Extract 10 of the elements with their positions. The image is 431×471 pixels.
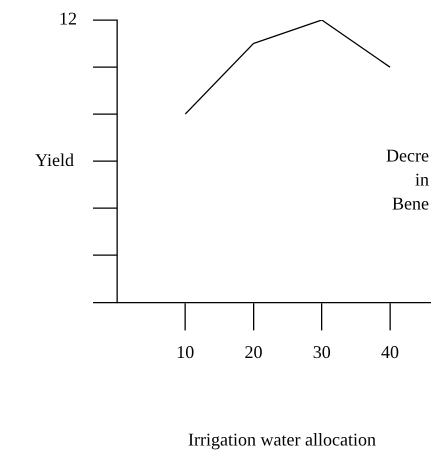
annotation: Bene xyxy=(392,194,430,214)
x-tick-label: 30 xyxy=(312,342,331,362)
x-axis-title: Irrigation water allocation xyxy=(188,430,376,450)
y-axis-title: Yield xyxy=(35,150,74,170)
text: 12 xyxy=(59,8,77,29)
x-tick-label: 40 xyxy=(381,342,400,362)
x-tick-label: 10 xyxy=(176,342,194,362)
x-tick-label: 20 xyxy=(244,342,263,362)
annotation: in xyxy=(414,170,429,190)
annotation: Decre xyxy=(386,146,430,166)
